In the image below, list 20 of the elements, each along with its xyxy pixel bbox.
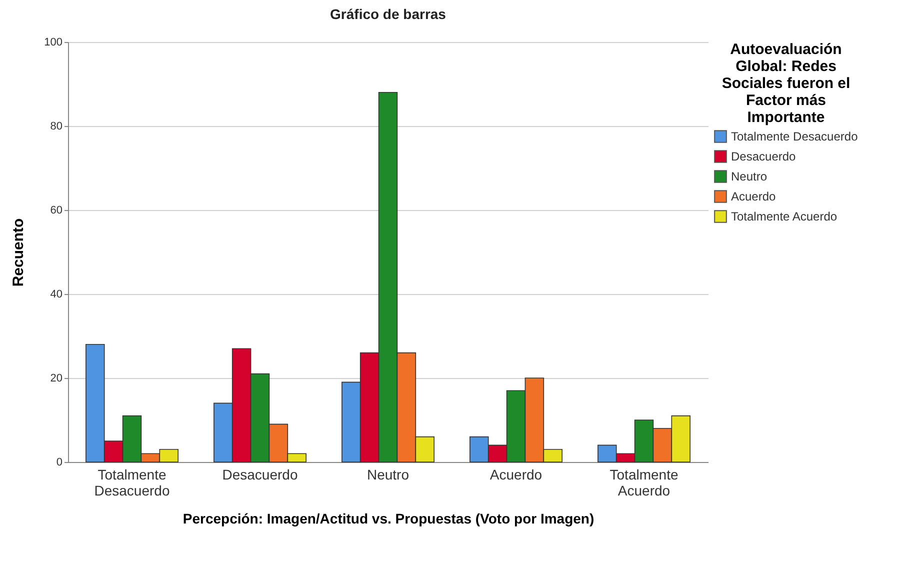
legend-label: Desacuerdo bbox=[731, 150, 796, 164]
legend-label: Neutro bbox=[731, 170, 768, 184]
x-tick-label: Totalmente Desacuerdo bbox=[94, 466, 170, 498]
y-tick-label: 80 bbox=[50, 120, 62, 132]
legend-label: Totalmente Acuerdo bbox=[731, 210, 838, 224]
x-tick-label: Totalmente Acuerdo bbox=[610, 466, 678, 498]
y-tick-label: 20 bbox=[50, 372, 62, 384]
y-axis-title: Recuento bbox=[10, 218, 28, 287]
x-axis-title: Percepción: Imagen/Actitud vs. Propuestas (Voto por Imagen) bbox=[182, 510, 594, 526]
y-tick-label: 60 bbox=[50, 204, 62, 216]
legend-label: Acuerdo bbox=[731, 190, 776, 204]
legend-title: Autoevaluación Global: Redes Sociales fueron el Factor más Importante bbox=[722, 41, 850, 126]
x-tick-label: Acuerdo bbox=[490, 466, 542, 482]
y-tick-label: 100 bbox=[44, 36, 62, 48]
legend-label: Totalmente Desacuerdo bbox=[731, 130, 858, 144]
x-tick-label: Neutro bbox=[366, 466, 410, 482]
x-tick-label: Desacuerdo bbox=[222, 466, 298, 482]
y-tick-label: 0 bbox=[56, 456, 62, 468]
chart-title: Gráfico de barras bbox=[330, 6, 446, 22]
y-tick-label: 40 bbox=[50, 288, 62, 300]
